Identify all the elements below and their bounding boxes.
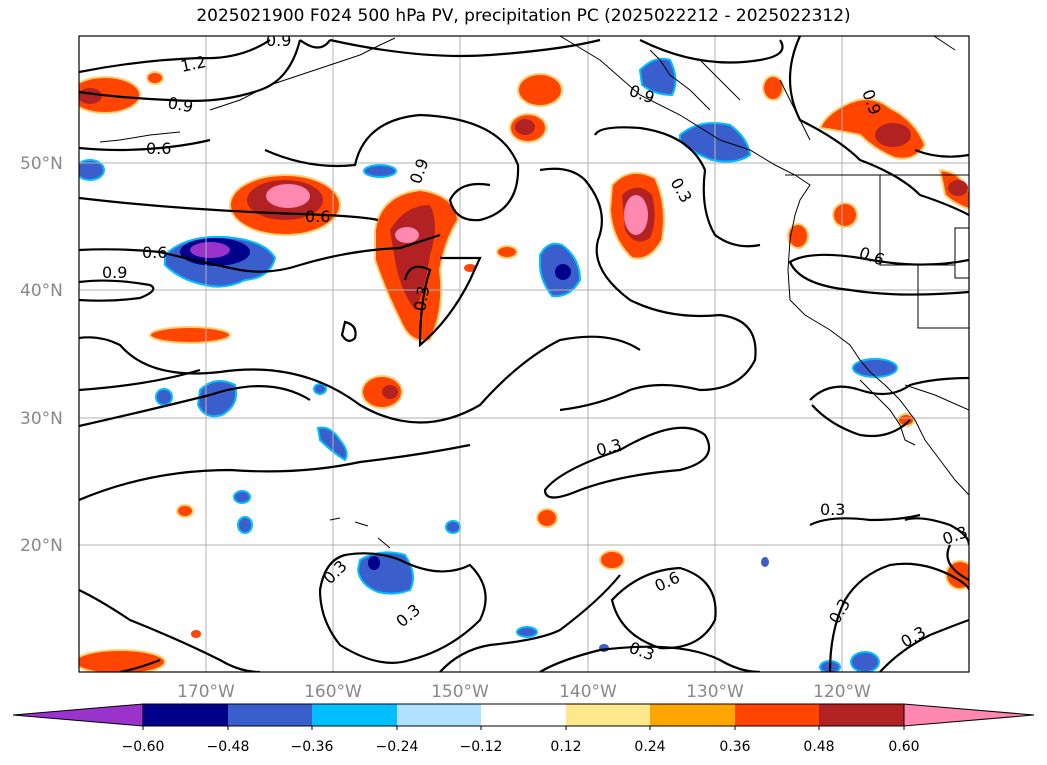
lat-label: 40°N <box>20 281 63 301</box>
contour-label: 0.6 <box>146 139 171 158</box>
lat-label: 50°N <box>20 154 63 174</box>
contour-label: 0.3 <box>820 500 845 519</box>
map-frame <box>78 35 970 673</box>
colorbar-tick-label: 0.24 <box>634 739 665 755</box>
contour-label: 0.9 <box>266 31 291 50</box>
colorbar-cell <box>650 704 735 726</box>
longitude-labels: 170°W 160°W 150°W 140°W 130°W 120°W <box>177 682 871 702</box>
colorbar-cell <box>228 704 312 726</box>
colorbar-extend-max <box>903 703 1035 727</box>
contour-label: 0.3 <box>410 284 433 312</box>
lon-label: 140°W <box>559 682 617 702</box>
colorbar-cell <box>312 704 397 726</box>
contour-label: 0.6 <box>142 243 167 262</box>
colorbar-cell <box>819 704 904 726</box>
lon-label: 170°W <box>177 682 235 702</box>
contour-label: 0.9 <box>102 263 127 282</box>
colorbar-tick-label: 0.36 <box>719 739 750 755</box>
colorbar-extend-min <box>12 703 144 727</box>
lat-label: 20°N <box>20 536 63 556</box>
map-panel: 1.2 0.9 0.9 0.6 0.6 0.6 0.9 0.9 0.3 0.3 … <box>79 31 969 672</box>
colorbar-tick-label: 0.60 <box>888 739 919 755</box>
map-title: 2025021900 F024 500 hPa PV, precipitatio… <box>196 6 851 26</box>
colorbar-tick-label: −0.36 <box>291 739 334 755</box>
colorbar-tick-label: 0.48 <box>803 739 834 755</box>
colorbar-tick-label: 0.12 <box>550 739 581 755</box>
lon-label: 130°W <box>686 682 744 702</box>
colorbar-cell <box>735 704 819 726</box>
lat-label: 30°N <box>20 409 63 429</box>
colorbar-tick-label: −0.12 <box>460 739 503 755</box>
contour-label: 1.2 <box>179 52 208 76</box>
latitude-labels: 50°N 40°N 30°N 20°N <box>20 154 63 556</box>
colorbar-frame <box>142 703 905 727</box>
pv-contours <box>79 36 969 672</box>
contour-label: 0.6 <box>305 207 330 226</box>
colorbar-cell <box>397 704 481 726</box>
colorbar-cells <box>12 703 1035 730</box>
colorbar-tick-labels: −0.60 −0.48 −0.36 −0.24 −0.12 0.12 0.24 … <box>122 739 920 755</box>
colorbar: −0.60 −0.48 −0.36 −0.24 −0.12 0.12 0.24 … <box>12 703 1035 755</box>
colorbar-cell <box>566 704 650 726</box>
precip-positive-patches <box>79 71 969 672</box>
lon-label: 150°W <box>431 682 489 702</box>
lon-label: 160°W <box>304 682 362 702</box>
colorbar-tick-label: −0.24 <box>376 739 419 755</box>
lon-label: 120°W <box>813 682 871 702</box>
colorbar-cell <box>481 704 566 726</box>
contour-label: 0.9 <box>166 93 194 116</box>
colorbar-tick-label: −0.60 <box>122 739 165 755</box>
colorbar-cell <box>143 704 228 726</box>
graticule <box>79 36 969 672</box>
colorbar-tick-label: −0.48 <box>207 739 250 755</box>
